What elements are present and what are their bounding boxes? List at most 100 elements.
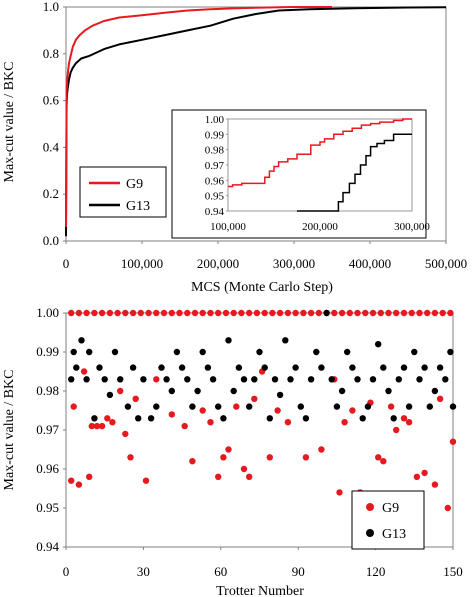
scatter-point-g9 [98,422,106,430]
scatter-point-g9 [421,469,428,477]
scatter-point-g13 [349,364,356,371]
scatter-point-g9 [230,309,237,317]
scatter-point-g13 [91,415,98,422]
scatter-point-g13 [436,364,444,371]
scatter-point-g9 [80,368,88,375]
bottom-y-tick-label: 0.95 [36,500,59,515]
inset-plot-frame [227,118,413,212]
scatter-point-g9 [284,419,292,426]
scatter-point-g9 [431,309,439,317]
scatter-point-g13 [117,376,124,383]
scatter-point-g9 [225,446,232,453]
top-x-tick-label: 100,000 [121,256,163,271]
scatter-point-g13 [178,364,186,371]
scatter-point-g9 [424,309,431,317]
scatter-point-g9 [246,309,253,317]
scatter-point-g13 [246,403,253,410]
scatter-point-g9 [269,309,276,317]
bottom-y-tick-label: 0.98 [36,383,59,398]
scatter-point-g9 [70,403,77,410]
scatter-point-g13 [124,403,132,410]
scatter-point-g9 [400,415,408,422]
bottom-legend: G9 G13 [351,490,425,550]
scatter-point-g13 [313,348,320,356]
scatter-point-g13 [101,376,108,383]
scatter-point-g13 [271,376,279,383]
scatter-point-g9 [393,309,400,317]
scatter-point-g13 [276,391,284,399]
top-series-line-g13 [65,6,447,237]
scatter-point-g9 [253,309,261,317]
scatter-point-g13 [307,376,315,383]
scatter-point-g13 [421,364,428,371]
scatter-point-g13 [173,348,181,356]
scatter-point-g13 [251,376,258,383]
scatter-point-g9 [266,454,273,461]
bottom-plot-area: 0.94 0.95 0.96 0.97 0.98 0.99 1.00 0 30 60 90 120 15… [36,305,463,579]
scatter-point-g13 [215,403,222,410]
bottom-y-axis-label: Max-cut value / BKC [2,370,17,491]
scatter-point-g9 [400,309,408,317]
scatter-point-g9 [184,309,191,317]
scatter-point-g13 [328,376,335,383]
scatter-point-g13 [431,387,439,395]
bottom-y-tick-label: 1.00 [36,305,59,320]
top-chart: Max-cut value / BKC MCS (Monte Carlo Ste… [2,0,467,295]
scatter-point-g13 [416,376,423,383]
scatter-point-g9 [129,309,137,317]
scatter-point-g9 [238,309,245,317]
scatter-point-g9 [168,411,175,418]
scatter-point-g13 [220,415,227,422]
scatter-point-g13 [411,348,418,356]
scatter-point-g9 [307,309,315,317]
top-y-tick-label: 0.2 [43,186,59,201]
scatter-point-g9 [341,419,348,426]
bottom-x-tick-label: 60 [214,564,227,579]
scatter-point-g13 [235,364,243,371]
inset-y-tick-label: 0.98 [205,145,225,157]
scatter-point-g9 [369,309,377,317]
scatter-point-g9 [300,309,307,317]
top-x-tick-label: 400,000 [349,256,391,271]
bottom-x-tick-label: 90 [292,564,305,579]
scatter-point-g9 [447,309,454,317]
scatter-point-g13 [256,348,263,356]
scatter-point-g9 [114,309,121,317]
bottom-legend-box [351,490,425,550]
scatter-point-g13 [240,376,248,383]
scatter-point-g9 [207,309,214,317]
top-legend-box [79,166,167,218]
scatter-point-g13 [147,415,155,422]
scatter-point-g9 [377,309,384,317]
scatter-point-g13 [209,376,217,383]
bottom-legend-g13-marker [366,529,374,537]
scatter-point-g9 [122,430,129,438]
scatter-point-g13 [135,415,142,422]
scatter-point-g9 [413,473,421,480]
bottom-y-tick-label: 0.94 [36,539,59,554]
bottom-legend-g9-label: G9 [382,501,399,516]
inset-y-tick-label: 0.96 [205,175,225,187]
bottom-legend-g9-marker [366,503,374,511]
scatter-point-g9 [362,309,369,317]
inset-chart: 0.94 0.95 0.96 0.97 0.98 0.99 1.00 100,000 200,0… [171,109,430,239]
top-y-tick-label: 0.6 [43,93,60,108]
scatter-point-g13 [189,403,196,410]
scatter-point-g9 [387,403,395,410]
scatter-point-g13 [73,364,80,371]
scatter-point-g9 [240,465,248,473]
inset-series-line-g9 [228,118,412,188]
scatter-point-g13 [86,348,93,356]
scatter-point-g13 [168,387,175,395]
scatter-point-g9 [284,309,292,317]
scatter-point-g9 [274,407,281,414]
scatter-point-g13 [199,348,206,356]
scatter-point-g9 [104,415,111,422]
scatter-point-g9 [220,454,227,461]
scatter-point-g13 [400,364,408,371]
top-legend: G9 G13 [79,166,167,218]
bottom-chart: Max-cut value / BKC Trotter Number 0.940… [2,305,463,597]
scatter-point-g13 [318,364,325,371]
scatter-point-g13 [449,403,457,410]
